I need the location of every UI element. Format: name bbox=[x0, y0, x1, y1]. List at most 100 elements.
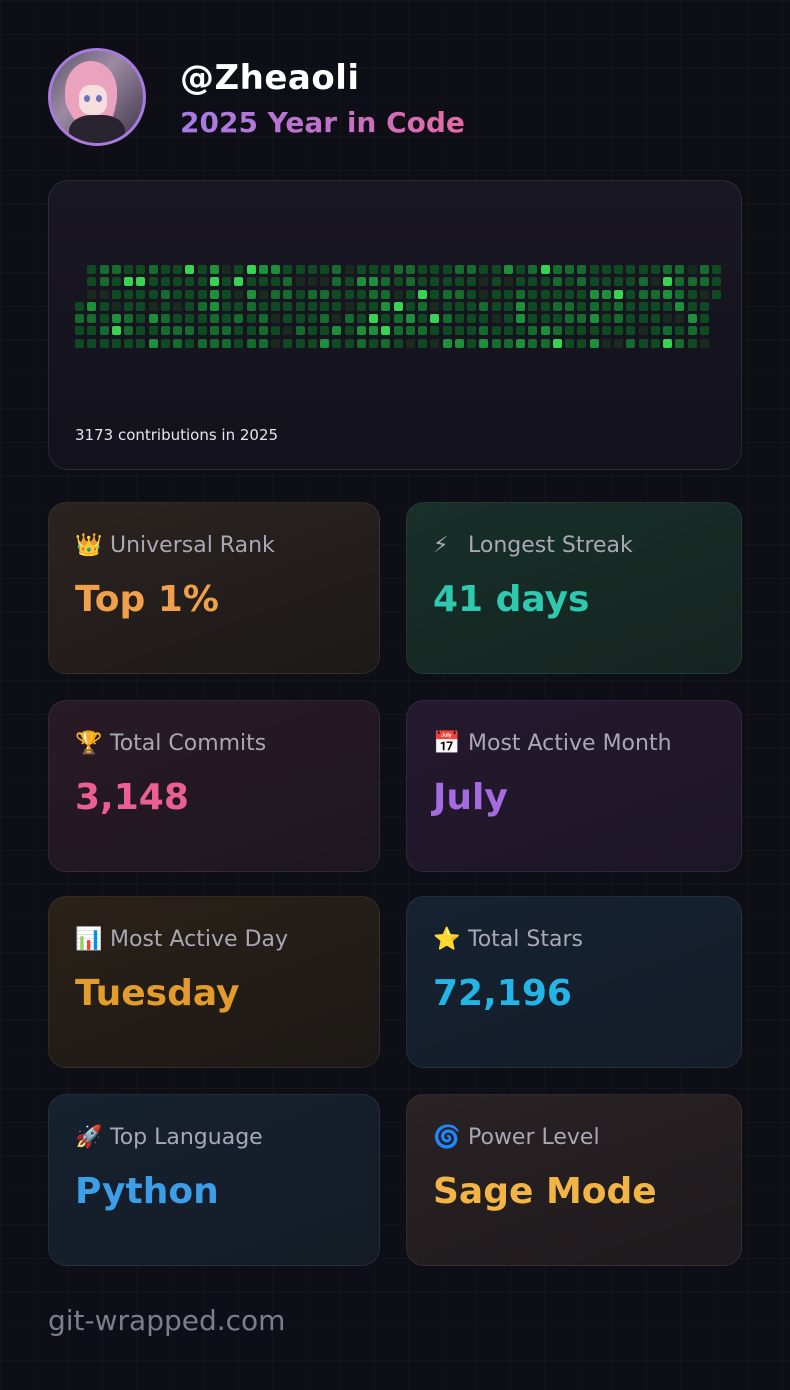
contribution-cell bbox=[602, 326, 611, 335]
contribution-cell bbox=[320, 339, 329, 348]
contribution-cell bbox=[467, 290, 476, 299]
contribution-cell bbox=[565, 302, 574, 311]
contribution-cell bbox=[700, 314, 709, 323]
contribution-cell bbox=[332, 290, 341, 299]
contribution-cell bbox=[406, 277, 415, 286]
stat-value: Python bbox=[75, 1171, 219, 1212]
contribution-cell bbox=[136, 290, 145, 299]
contribution-cell bbox=[700, 339, 709, 348]
contribution-cell bbox=[639, 277, 648, 286]
contribution-cell bbox=[614, 265, 623, 274]
contribution-cell bbox=[675, 290, 684, 299]
contribution-cell bbox=[443, 314, 452, 323]
contribution-cell bbox=[430, 314, 439, 323]
contribution-cell bbox=[688, 265, 697, 274]
contribution-cell bbox=[418, 277, 427, 286]
contribution-cell bbox=[369, 290, 378, 299]
contribution-cell bbox=[553, 265, 562, 274]
contribution-cell bbox=[675, 314, 684, 323]
contribution-cell bbox=[663, 302, 672, 311]
contribution-cell bbox=[614, 290, 623, 299]
contribution-cell bbox=[394, 314, 403, 323]
contribution-cell bbox=[369, 277, 378, 286]
contribution-cell bbox=[271, 339, 280, 348]
stat-card-total-commits: 🏆 Total Commits 3,148 bbox=[48, 700, 380, 872]
contribution-cell bbox=[406, 265, 415, 274]
contribution-cell bbox=[320, 326, 329, 335]
contribution-cell bbox=[259, 326, 268, 335]
contribution-cell bbox=[185, 277, 194, 286]
contribution-cell bbox=[100, 302, 109, 311]
trophy-icon: 🏆 bbox=[75, 731, 103, 756]
contribution-cell bbox=[308, 290, 317, 299]
contribution-cell bbox=[639, 265, 648, 274]
contribution-cell bbox=[577, 277, 586, 286]
contribution-cell bbox=[247, 326, 256, 335]
contribution-cell bbox=[308, 326, 317, 335]
contribution-cell bbox=[639, 290, 648, 299]
contribution-cell bbox=[308, 277, 317, 286]
stat-label: 🚀 Top Language bbox=[75, 1125, 263, 1150]
contribution-cell bbox=[369, 339, 378, 348]
contribution-cell bbox=[332, 277, 341, 286]
contribution-cell bbox=[381, 326, 390, 335]
contribution-cell bbox=[479, 314, 488, 323]
contribution-cell bbox=[124, 265, 133, 274]
contribution-cell bbox=[479, 302, 488, 311]
contribution-cell bbox=[234, 326, 243, 335]
contribution-cell bbox=[259, 339, 268, 348]
stat-value: 3,148 bbox=[75, 777, 189, 818]
contribution-cell bbox=[149, 290, 158, 299]
contribution-cell bbox=[430, 302, 439, 311]
contribution-cell bbox=[124, 302, 133, 311]
contribution-cell bbox=[345, 302, 354, 311]
contribution-cell bbox=[296, 265, 305, 274]
stat-label: 📊 Most Active Day bbox=[75, 927, 289, 952]
star-icon: ⭐ bbox=[433, 927, 461, 952]
contribution-cell bbox=[430, 265, 439, 274]
contribution-cell bbox=[577, 302, 586, 311]
contribution-cell bbox=[455, 277, 464, 286]
contribution-cell bbox=[247, 277, 256, 286]
contribution-cell bbox=[87, 265, 96, 274]
contribution-cell bbox=[455, 314, 464, 323]
contribution-cell bbox=[161, 265, 170, 274]
contribution-cell bbox=[394, 290, 403, 299]
contribution-cell bbox=[369, 302, 378, 311]
contribution-cell bbox=[198, 302, 207, 311]
contribution-cell bbox=[112, 302, 121, 311]
contribution-cell bbox=[87, 326, 96, 335]
contribution-cell bbox=[198, 290, 207, 299]
contribution-cell bbox=[345, 314, 354, 323]
contribution-cell bbox=[418, 290, 427, 299]
stat-card-top-language: 🚀 Top Language Python bbox=[48, 1094, 380, 1266]
contribution-cell bbox=[406, 326, 415, 335]
contribution-cell bbox=[553, 277, 562, 286]
contribution-cell bbox=[259, 265, 268, 274]
contribution-cell bbox=[565, 265, 574, 274]
stat-card-most-active-day: 📊 Most Active Day Tuesday bbox=[48, 896, 380, 1068]
contribution-cell bbox=[406, 302, 415, 311]
contribution-cell bbox=[614, 314, 623, 323]
contribution-cell bbox=[614, 277, 623, 286]
page-subtitle: 2025 Year in Code bbox=[180, 106, 465, 139]
contribution-cell bbox=[271, 302, 280, 311]
contribution-cell bbox=[651, 326, 660, 335]
contribution-caption: 3173 contributions in 2025 bbox=[75, 426, 279, 444]
contribution-cell bbox=[357, 290, 366, 299]
contribution-cell bbox=[443, 265, 452, 274]
contribution-cell bbox=[394, 326, 403, 335]
contribution-cell bbox=[124, 314, 133, 323]
contribution-cell bbox=[173, 265, 182, 274]
contribution-cell bbox=[345, 277, 354, 286]
contribution-cell bbox=[136, 314, 145, 323]
contribution-cell bbox=[210, 326, 219, 335]
contribution-cell bbox=[75, 339, 84, 348]
contribution-cell bbox=[100, 277, 109, 286]
contribution-cell bbox=[663, 290, 672, 299]
contribution-cell bbox=[161, 290, 170, 299]
contribution-cell bbox=[516, 302, 525, 311]
contribution-cell bbox=[651, 314, 660, 323]
contribution-cell bbox=[234, 339, 243, 348]
stat-value: 41 days bbox=[433, 579, 590, 620]
